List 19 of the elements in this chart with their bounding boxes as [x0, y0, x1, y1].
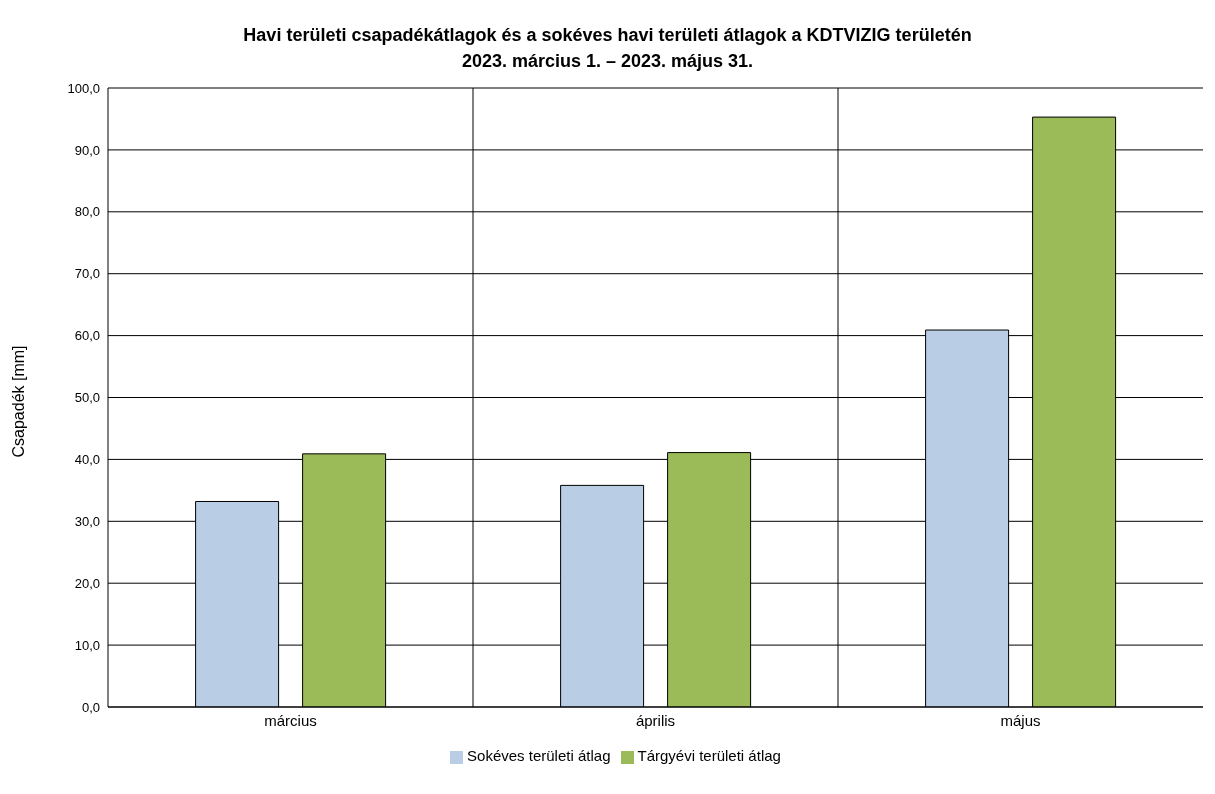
chart-subtitle: 2023. március 1. – 2023. május 31.	[460, 50, 755, 73]
y-tick-label: 30,0	[74, 513, 100, 529]
y-tick-label: 90,0	[74, 142, 100, 158]
y-tick-label: 40,0	[74, 452, 100, 468]
y-tick-label: 10,0	[74, 637, 100, 653]
y-tick-label: 80,0	[74, 204, 100, 220]
y-tick-label: 60,0	[74, 328, 100, 344]
legend-label: Sokéves területi átlag	[467, 747, 611, 764]
chart-title: Havi területi csapadékátlagok és a sokéves havi területi átlagok a KDTVIZIG területén	[242, 24, 973, 47]
x-tick-label: március	[264, 711, 317, 729]
y-tick-label: 50,0	[74, 390, 100, 406]
y-tick-label: 100,0	[67, 80, 100, 96]
y-tick-label: 70,0	[74, 266, 100, 282]
x-tick-label: május	[1000, 711, 1041, 729]
y-tick-label: 20,0	[74, 575, 100, 591]
legend-label: Tárgyévi területi átlag	[637, 747, 781, 764]
x-tick-label: április	[635, 711, 676, 729]
y-axis-title: Csapadék [mm]	[9, 345, 27, 458]
y-tick-label: 0,0	[81, 699, 100, 715]
